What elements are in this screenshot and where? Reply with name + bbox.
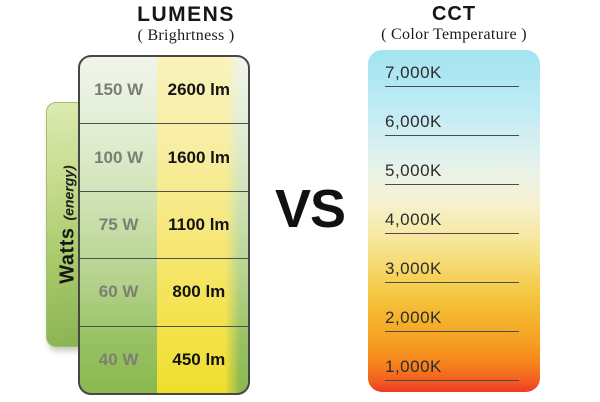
cct-title-block: CCT ( Color Temperature )	[364, 3, 544, 44]
watts-value: 75 W	[98, 215, 139, 235]
watts-value: 40 W	[98, 349, 139, 369]
lumens-title-block: LUMENS ( Brighrtness )	[96, 3, 276, 45]
cct-scale-label: 3,000K	[385, 259, 519, 283]
cct-scale-label: 7,000K	[385, 63, 519, 87]
watt-lumen-table: 150 W 2600 lm 100 W 1600 lm 75 W 1100 lm…	[78, 55, 250, 395]
lumens-subtitle: ( Brighrtness )	[137, 27, 235, 44]
watts-axis-subword: (energy)	[60, 165, 77, 221]
vs-label: VS	[274, 179, 346, 239]
lumens-value: 800 lm	[172, 282, 226, 302]
lumens-title: LUMENS	[137, 3, 235, 26]
table-row: 60 W 800 lm	[80, 259, 248, 327]
cct-title: CCT	[431, 3, 477, 25]
table-row: 150 W 2600 lm	[80, 57, 248, 125]
cct-scale-panel: 7,000K 6,000K 5,000K 4,000K 3,000K 2,000…	[368, 50, 540, 392]
watts-value: 150 W	[94, 80, 144, 100]
table-row: 100 W 1600 lm	[80, 124, 248, 192]
watts-value: 60 W	[98, 282, 139, 302]
lumens-value: 450 lm	[172, 349, 226, 369]
cct-scale-label: 6,000K	[385, 112, 519, 136]
table-row: 40 W 450 lm	[80, 327, 248, 393]
watts-axis-label: Watts (energy)	[57, 165, 80, 283]
cct-scale-label: 2,000K	[385, 308, 519, 332]
watts-axis-word: Watts	[56, 227, 79, 284]
cct-scale-label: 1,000K	[385, 357, 519, 381]
lumens-value: 1100 lm	[168, 215, 230, 235]
lumens-value: 1600 lm	[167, 147, 231, 167]
lumens-column-highlight	[157, 57, 241, 393]
cct-scale-label: 5,000K	[385, 161, 519, 185]
cct-scale-label: 4,000K	[385, 210, 519, 234]
cct-subtitle: ( Color Temperature )	[381, 26, 527, 43]
watt-lumen-rows: 150 W 2600 lm 100 W 1600 lm 75 W 1100 lm…	[80, 57, 248, 393]
table-row: 75 W 1100 lm	[80, 192, 248, 260]
lumens-value: 2600 lm	[167, 80, 231, 100]
watts-value: 100 W	[94, 147, 144, 167]
